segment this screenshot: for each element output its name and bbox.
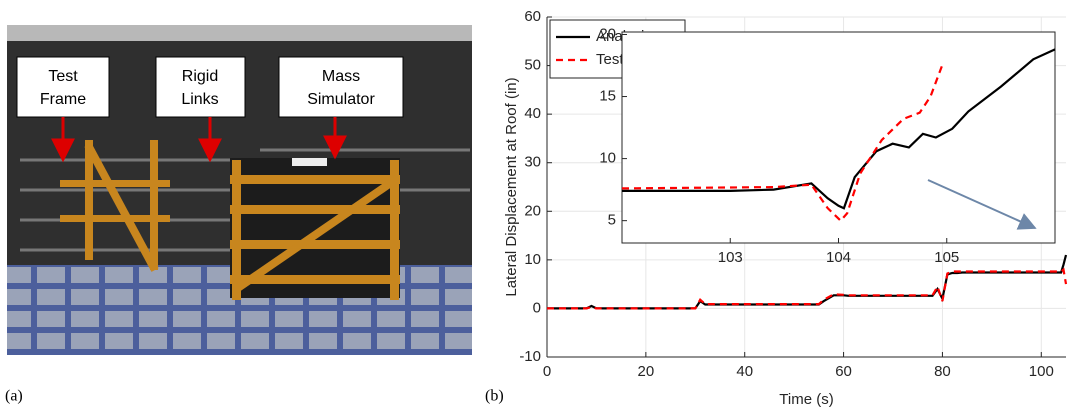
y-tick-label: 60 xyxy=(524,8,541,25)
y-tick-label: 20 xyxy=(599,25,616,42)
y-tick-label: 5 xyxy=(608,212,616,229)
y-tick-label: 40 xyxy=(524,105,541,122)
y-axis-label: Lateral Displacement at Roof (in) xyxy=(503,77,520,296)
x-tick-label: 0 xyxy=(543,363,551,380)
y-tick-label: 0 xyxy=(533,299,541,316)
photo-label: Mass xyxy=(322,68,360,85)
series-line xyxy=(547,267,1068,310)
x-tick-label: 100 xyxy=(1029,363,1054,380)
x-tick-label: 40 xyxy=(736,363,753,380)
photo-label: Simulator xyxy=(307,91,375,108)
caption: (b) xyxy=(485,388,504,405)
x-tick-label: 60 xyxy=(835,363,852,380)
x-axis-label: Time (s) xyxy=(779,391,833,408)
x-tick-label: 80 xyxy=(934,363,951,380)
photo: Test Frame Rigid Links Mass Simulator xyxy=(7,25,472,355)
series-line xyxy=(621,61,945,223)
y-tick-label: 10 xyxy=(599,150,616,167)
zoom-arrow xyxy=(927,179,1037,230)
plot: 103 104 105 5 10 15 20 xyxy=(599,25,1056,266)
x-tick-label: 105 xyxy=(934,249,959,266)
y-tick-label: -10 xyxy=(519,348,541,365)
caption: (a) xyxy=(5,388,23,405)
y-tick-label: 20 xyxy=(524,202,541,219)
y-tick-label: 10 xyxy=(524,251,541,268)
y-tick-label: 30 xyxy=(524,154,541,171)
x-tick-label: 104 xyxy=(826,249,851,266)
plot-area xyxy=(621,31,1056,244)
photo-label: Links xyxy=(181,91,218,108)
y-tick-label: 50 xyxy=(524,57,541,74)
photo-label: Rigid xyxy=(182,68,218,85)
x-tick-label: 103 xyxy=(718,249,743,266)
photo-label: Test xyxy=(48,68,78,85)
photo-label: Frame xyxy=(40,91,86,108)
x-tick-label: 20 xyxy=(638,363,655,380)
y-tick-label: 15 xyxy=(599,88,616,105)
